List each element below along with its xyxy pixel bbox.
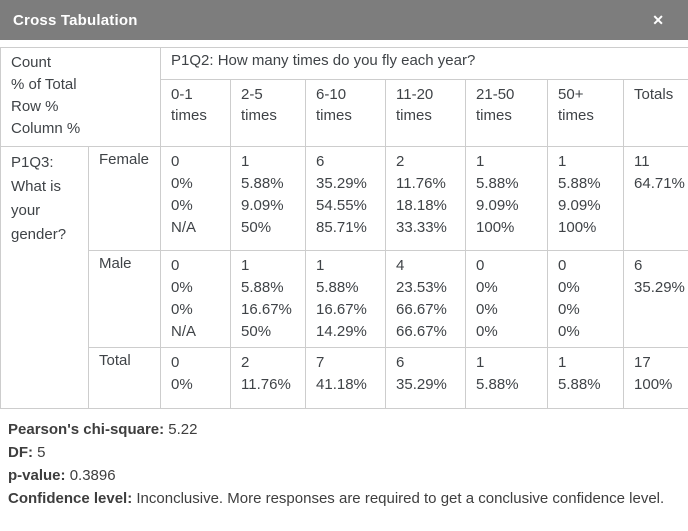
- data-cell: 7 41.18%: [305, 347, 387, 409]
- stat-value: 5.22: [168, 421, 198, 438]
- grand-total-cell: 17 100%: [623, 347, 688, 409]
- stat-label: DF:: [8, 444, 33, 461]
- row-total-cell: 6 35.29%: [623, 250, 688, 348]
- col-header: 21-50 times: [465, 79, 549, 147]
- col-header: 50+ times: [547, 79, 625, 147]
- data-cell: 0 0% 0% 0%: [465, 250, 549, 348]
- stat-df: DF: 5: [8, 441, 676, 464]
- stat-value: 5: [37, 444, 46, 461]
- data-cell: 1 5.88% 16.67% 50%: [230, 250, 307, 348]
- data-cell: 1 5.88% 16.67% 14.29%: [305, 250, 387, 348]
- totals-col-header: Totals: [623, 79, 688, 147]
- data-cell: 1 5.88%: [547, 347, 625, 409]
- close-icon[interactable]: ✕: [652, 12, 664, 28]
- stat-value: Inconclusive. More responses are require…: [136, 490, 665, 507]
- data-cell: 2 11.76%: [230, 347, 307, 409]
- dialog-title: Cross Tabulation: [13, 11, 138, 29]
- statistics-panel: Pearson's chi-square: 5.22 DF: 5 p-value…: [0, 409, 688, 510]
- col-header: 6-10 times: [305, 79, 387, 147]
- data-cell: 4 23.53% 66.67% 66.67%: [385, 250, 467, 348]
- row-label: Male: [87, 250, 162, 348]
- cross-tabulation-dialog: Cross Tabulation ✕ Count % of Total Row …: [0, 0, 688, 510]
- col-header: 11-20 times: [385, 79, 467, 147]
- row-label: Female: [87, 146, 162, 251]
- stat-chi-square: Pearson's chi-square: 5.22: [8, 418, 676, 441]
- data-cell: 6 35.29%: [385, 347, 467, 409]
- data-cell: 1 5.88% 9.09% 100%: [465, 146, 549, 251]
- metric-legend: Count % of Total Row % Column %: [0, 47, 162, 147]
- col-header: 0-1 times: [160, 79, 232, 147]
- data-cell: 0 0% 0% 0%: [547, 250, 625, 348]
- stat-p-value: p-value: 0.3896: [8, 464, 676, 487]
- data-cell: 6 35.29% 54.55% 85.71%: [305, 146, 387, 251]
- data-cell: 2 11.76% 18.18% 33.33%: [385, 146, 467, 251]
- data-cell: 1 5.88% 9.09% 100%: [547, 146, 625, 251]
- data-cell: 1 5.88%: [465, 347, 549, 409]
- column-question-header: P1Q2: How many times do you fly each yea…: [160, 47, 688, 80]
- stat-value: 0.3896: [69, 467, 116, 484]
- col-header: 2-5 times: [230, 79, 307, 147]
- stat-label: Confidence level:: [8, 490, 133, 507]
- stat-label: Pearson's chi-square:: [8, 421, 165, 438]
- cross-tab-table: Count % of Total Row % Column % P1Q2: Ho…: [0, 47, 688, 409]
- data-cell: 0 0%: [160, 347, 232, 409]
- row-label: Total: [87, 347, 162, 409]
- data-cell: 1 5.88% 9.09% 50%: [230, 146, 307, 251]
- stat-confidence-level: Confidence level: Inconclusive. More res…: [8, 487, 676, 510]
- dialog-titlebar: Cross Tabulation ✕: [0, 0, 688, 40]
- data-cell: 0 0% 0% N/A: [160, 250, 232, 348]
- row-question-header: P1Q3: What is your gender?: [0, 146, 89, 409]
- stat-label: p-value:: [8, 467, 66, 484]
- data-cell: 0 0% 0% N/A: [160, 146, 232, 251]
- row-total-cell: 11 64.71%: [623, 146, 688, 251]
